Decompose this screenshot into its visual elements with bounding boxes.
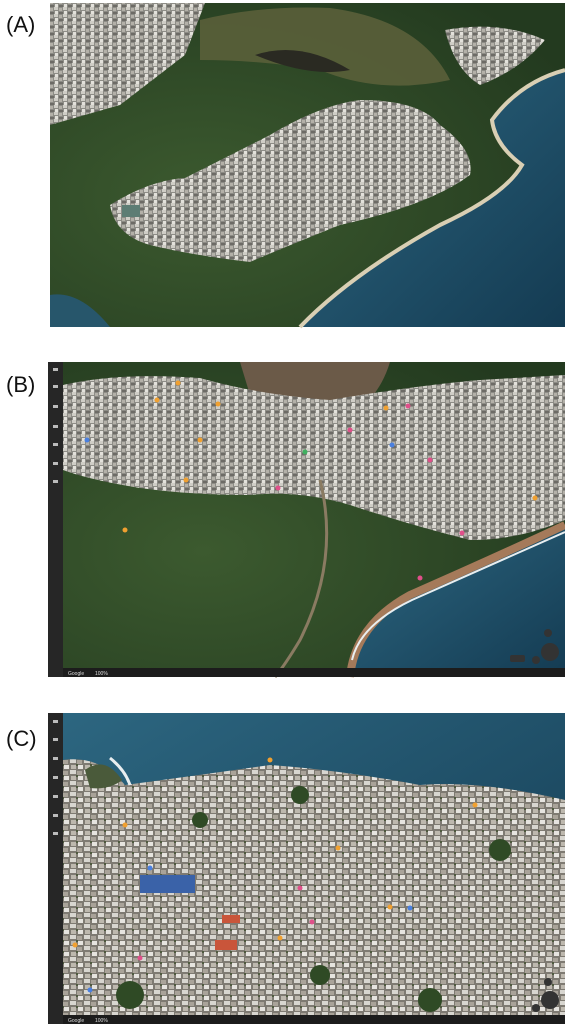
pin[interactable] (138, 956, 143, 961)
pin[interactable] (418, 576, 423, 581)
pin[interactable] (278, 936, 283, 941)
compass[interactable] (541, 991, 559, 1009)
pin[interactable] (88, 988, 93, 993)
icon[interactable] (53, 795, 58, 798)
pin[interactable] (85, 438, 90, 443)
control[interactable] (532, 656, 540, 664)
pin[interactable] (473, 803, 478, 808)
pin[interactable] (155, 398, 160, 403)
pin[interactable] (460, 531, 465, 536)
pin[interactable] (198, 438, 203, 443)
icon[interactable] (53, 425, 58, 428)
icon[interactable] (53, 385, 58, 388)
figure: (A) (B) (0, 0, 565, 1024)
pin[interactable] (348, 428, 353, 433)
pin[interactable] (298, 886, 303, 891)
pin[interactable] (148, 866, 153, 871)
icon[interactable] (53, 832, 58, 835)
icon[interactable] (53, 738, 58, 741)
pin[interactable] (268, 758, 273, 763)
panel-label: (B) (6, 372, 35, 397)
red-roof (215, 940, 237, 950)
zoom: 100% (95, 671, 108, 677)
blue-roof (140, 875, 195, 893)
zoom-control[interactable] (510, 655, 525, 662)
panel-label: (C) (6, 726, 37, 751)
red-roof (222, 915, 240, 923)
pin[interactable] (533, 496, 538, 501)
brand: Google (68, 1018, 84, 1024)
sidebar (48, 362, 63, 677)
control[interactable] (532, 1004, 540, 1012)
pin[interactable] (336, 846, 341, 851)
panel-b: (B) (6, 362, 565, 677)
pin[interactable] (408, 906, 413, 911)
icon[interactable] (53, 462, 58, 465)
icon[interactable] (53, 405, 58, 408)
pin[interactable] (388, 905, 393, 910)
icon[interactable] (53, 443, 58, 446)
icon[interactable] (53, 757, 58, 760)
pin[interactable] (384, 406, 389, 411)
control[interactable] (544, 629, 552, 637)
panel-c: (C) (6, 713, 565, 1024)
brand: Google (68, 671, 84, 677)
panel-label: (A) (6, 12, 35, 37)
pin[interactable] (390, 443, 395, 448)
status-bar (63, 668, 565, 677)
pin[interactable] (176, 381, 181, 386)
zoom: 100% (95, 1018, 108, 1024)
icon[interactable] (53, 776, 58, 779)
control[interactable] (544, 978, 552, 986)
status-bar (63, 1015, 565, 1024)
pin[interactable] (276, 486, 281, 491)
field (122, 205, 140, 217)
pin[interactable] (303, 450, 308, 455)
icon[interactable] (53, 480, 58, 483)
panel-a: (A) (6, 3, 565, 327)
pin[interactable] (310, 920, 315, 925)
icon[interactable] (53, 814, 58, 817)
pin[interactable] (428, 458, 433, 463)
pin[interactable] (73, 943, 78, 948)
pin[interactable] (406, 404, 411, 409)
compass[interactable] (541, 643, 559, 661)
pin[interactable] (123, 823, 128, 828)
icon[interactable] (53, 720, 58, 723)
pin[interactable] (184, 478, 189, 483)
icon[interactable] (53, 368, 58, 371)
pin[interactable] (216, 402, 221, 407)
pin[interactable] (123, 528, 128, 533)
